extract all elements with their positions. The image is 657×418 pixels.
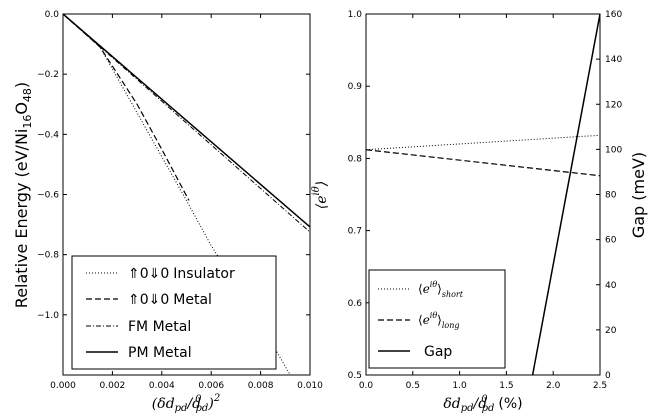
right-x-tick-label: 1.5: [499, 381, 513, 391]
right-right-y-tick-label: 120: [605, 100, 622, 110]
right-left-y-tick-label: 0.6: [348, 299, 363, 309]
right-left-y-tick-label: 0.9: [348, 82, 363, 92]
left-plot-frame: [62, 13, 311, 376]
right-x-tick-label: 2.5: [593, 381, 607, 391]
right-left-y-tick-label: 1.0: [348, 10, 363, 20]
left-y-tick-label: −0.8: [37, 251, 59, 261]
left-series-line: [63, 14, 190, 201]
left-xlabel-text: (δd: [152, 396, 175, 412]
legend-label-metal-dashed: ⇑0⇓0 Metal: [128, 292, 212, 308]
legend-label-pm-metal: PM Metal: [128, 345, 192, 361]
left-ylabel-sub2: 48: [21, 88, 34, 102]
left-x-tick-label: 0.002: [100, 381, 126, 391]
left-y-tick-label: −1.0: [37, 311, 59, 321]
right-axis-ticks: 0.0 0.5 1.0 1.5 2.0 2.50.50.60.70.80.91.00204…: [348, 10, 623, 391]
left-y-tick-label: −0.2: [37, 70, 59, 80]
left-x-tick-label: 0.000: [50, 381, 76, 391]
right-right-y-tick-label: 80: [605, 191, 617, 201]
right-x-tick-label: 0.0: [359, 381, 374, 391]
right-series-line: [366, 149, 600, 177]
left-axis-ticks: 0.000 0.002 0.004 0.006 0.008 0.010 0.0 −0.2 −0.…: [37, 10, 323, 391]
left-y-tick-label: 0.0: [45, 10, 60, 20]
left-x-axis-label: (δdpd/d0 pd)2: [152, 393, 220, 414]
left-y-axis-label: Relative Energy (eV/Ni16O48): [12, 82, 34, 308]
left-ylabel-mid: O: [12, 102, 31, 115]
left-x-tick-label: 0.008: [248, 381, 274, 391]
right-left-y-axis-label: ⟨eiθ⟩: [311, 181, 330, 209]
right-plot-frame: [365, 13, 601, 376]
right-right-y-tick-label: 100: [605, 145, 622, 155]
left-ylabel-main: Relative Energy (eV/Ni: [12, 129, 31, 309]
right-right-y-tick-label: 140: [605, 55, 622, 65]
legend-label-insulator: ⇑0⇓0 Insulator: [128, 266, 235, 282]
right-right-y-tick-label: 20: [605, 326, 617, 336]
left-legend: ⇑0⇓0 Insulator ⇑0⇓0 Metal FM Metal PM Meta…: [71, 255, 277, 370]
left-x-tick-label: 0.006: [198, 381, 224, 391]
right-right-y-tick-label: 60: [605, 236, 617, 246]
left-ylabel-sub1: 16: [21, 115, 34, 129]
right-series-line: [531, 14, 600, 375]
right-right-y-axis-label: Gap (meV): [629, 152, 648, 238]
left-series-line: [63, 14, 310, 228]
left-chart: 0.000 0.002 0.004 0.006 0.008 0.010 0.0 −0.2 −0.…: [12, 10, 323, 414]
legend-label-short: ⟨eiθ⟩short: [418, 280, 464, 299]
left-x-tick-label: 0.010: [297, 381, 323, 391]
right-right-y-tick-label: 160: [605, 10, 622, 20]
left-ylabel-end: ): [12, 82, 31, 88]
right-right-y-tick-label: 40: [605, 281, 617, 291]
legend-label-long: ⟨eiθ⟩long: [418, 311, 460, 330]
right-left-y-tick-label: 0.7: [348, 227, 362, 237]
right-x-tick-label: 1.0: [452, 381, 467, 391]
legend-label-gap: Gap: [424, 344, 452, 360]
right-right-y-tick-label: 0: [605, 371, 611, 381]
right-left-y-tick-label: 0.5: [348, 371, 362, 381]
left-legend-box: [71, 255, 277, 370]
right-legend: ⟨eiθ⟩short ⟨eiθ⟩long Gap: [368, 269, 506, 369]
right-x-tick-label: 2.0: [546, 381, 561, 391]
right-x-tick-label: 0.5: [406, 381, 420, 391]
legend-label-fm-metal: FM Metal: [128, 319, 191, 335]
right-left-y-tick-label: 0.8: [348, 154, 363, 164]
right-x-axis-label: δdpd/d0 pd (%): [443, 394, 522, 414]
right-series-line: [366, 134, 600, 151]
left-x-tick-label: 0.004: [149, 381, 175, 391]
left-y-tick-label: −0.4: [37, 130, 59, 140]
right-series-lines: [366, 14, 600, 375]
left-y-tick-label: −0.6: [37, 191, 59, 201]
right-chart: 0.0 0.5 1.0 1.5 2.0 2.50.50.60.70.80.91.00204…: [311, 10, 648, 414]
